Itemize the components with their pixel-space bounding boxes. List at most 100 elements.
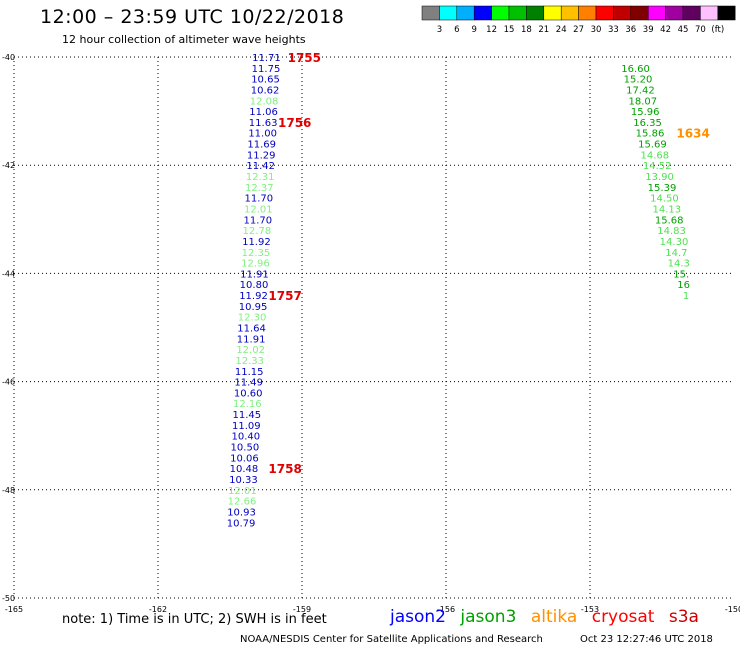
x-tick-label: -159 [293,605,311,614]
colorbar-label: 39 [643,25,654,35]
swh-value-jason2: 12.01 [228,486,257,497]
colorbar-label: 18 [521,25,532,35]
swh-value-jason2: 11.00 [248,129,277,140]
swh-value-jason3: 16 [677,280,690,291]
swh-value-jason2: 12.31 [246,172,275,183]
swh-value-jason2: 11.92 [239,291,268,302]
swh-value-jason2: 11.70 [244,215,273,226]
swh-value-jason2: 11.92 [242,237,271,248]
swh-value-jason3: 15.69 [638,140,667,151]
swh-value-jason2: 12.35 [242,248,271,259]
swh-value-jason2: 11.45 [232,410,261,421]
swh-value-jason2: 10.50 [231,443,260,454]
swh-value-jason3: 16.35 [633,118,662,129]
swh-value-jason2: 11.70 [244,194,273,205]
swh-value-jason3: 15.96 [631,107,660,118]
swh-value-jason3: 15.68 [655,215,684,226]
x-tick-label: -162 [149,605,167,614]
swh-value-jason2: 12.02 [236,345,265,356]
chart-subtitle: 12 hour collection of altimeter wave hei… [62,33,306,46]
swh-value-jason2: 12.78 [243,226,272,237]
colorbar-label: 70 [695,25,706,35]
legend-jason2: jason2 [390,607,446,627]
swh-value-jason2: 11.29 [247,150,276,161]
swh-value-jason3: 14.13 [652,204,681,215]
swh-value-jason2: 10.48 [230,464,259,475]
swh-value-jason3: 15.39 [648,183,677,194]
swh-value-jason2: 11.06 [249,107,278,118]
y-tick-label: -48 [2,486,15,495]
swh-value-jason3: 15.20 [624,75,653,86]
generation-timestamp: Oct 23 12:27:46 UTC 2018 [580,634,713,645]
colorbar-label: 3 [437,25,442,35]
swh-value-jason3: 14.68 [640,150,669,161]
swh-value-jason2: 10.06 [230,453,259,464]
swh-value-jason2: 12.01 [244,204,273,215]
x-tick-label: -156 [437,605,455,614]
swh-value-jason2: 10.93 [227,507,256,518]
pass-time-label: 1756 [278,116,311,130]
swh-value-jason3: 14.83 [657,226,686,237]
swh-value-jason2: 12.96 [241,259,270,270]
colorbar-label: (ft) [711,25,724,35]
colorbar-label: 24 [556,25,567,35]
swh-value-jason2: 12.37 [245,183,274,194]
pass-time-label: 1755 [288,51,321,65]
swh-value-jason2: 10.80 [240,280,269,291]
colorbar-label: 15 [504,25,515,35]
colorbar-label: 21 [538,25,549,35]
swh-value-jason3: 18.07 [628,96,657,107]
chart-title: 12:00 – 23:59 UTC 10/22/2018 [40,6,345,28]
colorbar-label: 12 [486,25,497,35]
y-tick-label: -44 [2,269,15,278]
swh-value-jason2: 11.15 [235,367,264,378]
colorbar-swatch [717,5,736,21]
swh-value-jason2: 10.60 [234,388,263,399]
y-tick-label: -46 [2,378,15,387]
x-tick-label: -165 [5,605,23,614]
color-scale-legend: 3 6 9 12 15 18 21 24 27 30 33 36 39 42 45 70 (ft) [421,5,736,35]
swh-value-jason2: 10.79 [227,518,256,529]
swh-value-jason2: 11.75 [252,64,281,75]
swh-value-jason2: 11.91 [240,269,269,280]
pass-time-label: 1757 [268,289,301,303]
swh-value-jason2: 10.33 [229,475,258,486]
legend-altika: altika [530,607,578,627]
swh-value-jason3: 17.42 [626,85,655,96]
colorbar-label: 9 [471,25,476,35]
swh-value-jason2: 12.66 [228,497,257,508]
footer-note: note: 1) Time is in UTC; 2) SWH is in fe… [62,612,327,627]
swh-value-jason2: 11.09 [232,421,261,432]
swh-value-jason2: 11.91 [237,334,266,345]
colorbar-label: 6 [454,25,459,35]
swh-value-jason3: 14.3 [668,259,690,270]
colorbar-label: 30 [591,25,602,35]
swh-value-jason2: 12.08 [250,96,279,107]
swh-value-jason2: 11.64 [237,324,266,335]
swh-value-jason3: 13.90 [645,172,674,183]
swh-value-jason2: 10.65 [251,75,280,86]
swh-value-jason2: 11.42 [246,161,275,172]
swh-value-jason2: 12.33 [235,356,264,367]
swh-value-jason3: 14.50 [650,194,679,205]
legend-s3a: s3a [668,607,699,627]
colorbar-label: 27 [573,25,584,35]
swh-value-jason3: 14.52 [643,161,672,172]
swh-value-jason2: 12.16 [233,399,262,410]
swh-value-jason2: 11.69 [247,140,276,151]
x-tick-label: -153 [581,605,599,614]
colorbar-label: 36 [625,25,636,35]
swh-value-jason3: 16.60 [621,64,650,75]
swh-value-jason2: 11.63 [249,118,278,129]
swh-value-jason3: 15.86 [636,129,665,140]
y-tick-label: -50 [2,594,15,603]
pass-time-label: 1758 [268,462,301,476]
colorbar-label: 33 [608,25,619,35]
pass-time-label: 1634 [676,127,709,141]
swh-value-jason2: 10.40 [232,432,261,443]
swh-value-jason3: 14.7 [665,248,687,259]
colorbar-label: 42 [660,25,671,35]
swh-value-jason3: 14.30 [660,237,689,248]
swh-value-jason2: 10.62 [251,85,280,96]
